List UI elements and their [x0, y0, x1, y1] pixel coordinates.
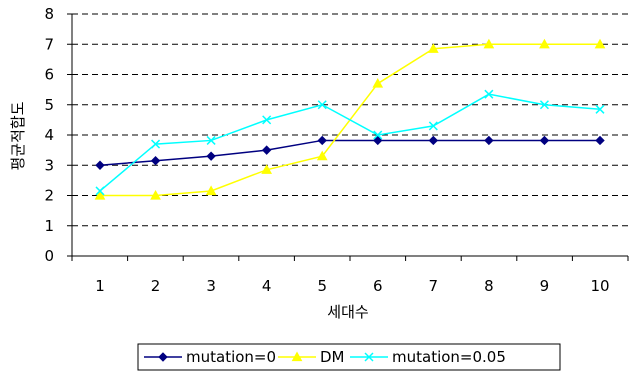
- series-1-point-4: [261, 164, 273, 174]
- legend-marker-0: [158, 352, 168, 362]
- series-2-point-3: [206, 135, 216, 145]
- series-2-point-3-b: [206, 135, 216, 145]
- y-tick-label-8: 8: [44, 5, 54, 23]
- y-axis: 0 1 2 3 4 5 6 7 8: [44, 5, 73, 265]
- series-0-point-7: [428, 135, 439, 146]
- series-1-point-2: [150, 189, 161, 200]
- series-2-point-10-b: [595, 104, 605, 114]
- x-tick-label-7: 7: [429, 277, 439, 295]
- legend-box: [137, 343, 561, 371]
- series-1-point-8: [483, 38, 495, 49]
- series-2: [95, 89, 605, 196]
- series-0-point-2: [150, 156, 161, 166]
- series-2-point-2: [151, 139, 161, 149]
- x-tick-label-8: 8: [484, 277, 494, 295]
- x-tick-label-1: 1: [95, 277, 105, 295]
- y-tick-label-3: 3: [44, 156, 54, 174]
- series-1-point-6: [372, 78, 384, 88]
- x-tick-label-5: 5: [317, 277, 327, 295]
- series-line-2: [99, 93, 601, 192]
- series-2-point-5-b: [317, 100, 327, 110]
- series-2-point-1-b: [95, 186, 105, 196]
- series-0-point-1: [95, 160, 105, 170]
- x-axis: 1 2 3 4 5 6 7 8 9 10: [71, 255, 629, 295]
- x-axis-title: 세대수: [327, 303, 368, 321]
- series-2-point-7-b: [428, 121, 438, 131]
- y-tick-label-1: 1: [44, 217, 54, 235]
- series-2-point-4-b: [262, 115, 272, 125]
- series-2-point-5: [317, 100, 327, 110]
- series-2-point-1: [95, 186, 105, 196]
- x-tick-label-9: 9: [540, 277, 550, 295]
- y-tick-label-5: 5: [44, 96, 54, 114]
- y-axis-title: 평균적합도: [9, 101, 27, 170]
- y-tick-label-2: 2: [44, 187, 54, 205]
- series-line-0: [99, 139, 600, 166]
- series-0: [95, 135, 605, 170]
- series-0-point-4: [261, 145, 272, 155]
- series-2-point-7: [428, 121, 438, 131]
- series-2-point-8-b: [484, 89, 494, 99]
- y-tick-label-7: 7: [44, 35, 54, 53]
- series-2-point-2-b: [151, 139, 161, 149]
- x-tick-label-4: 4: [262, 277, 272, 295]
- series-0-point-9: [539, 135, 550, 146]
- series-0-point-5: [317, 135, 327, 146]
- series-2-point-6-b: [373, 130, 383, 140]
- series-1-point-7: [427, 43, 439, 53]
- series-0-point-6: [373, 135, 383, 146]
- legend-label-0: mutation=0: [186, 348, 276, 366]
- series-1-point-1: [94, 189, 106, 200]
- series-1-point-5: [316, 150, 328, 161]
- x-tick-label-2: 2: [151, 277, 161, 295]
- y-tick-label-6: 6: [44, 66, 54, 84]
- legend-marker-2: [364, 352, 374, 362]
- y-tick-label-4: 4: [44, 126, 54, 144]
- legend-label-1: DM: [320, 348, 345, 366]
- series-group: [94, 38, 606, 200]
- series-0-point-3: [206, 151, 216, 161]
- series-0-point-10: [595, 135, 605, 146]
- x-tick-label-10: 10: [590, 277, 609, 295]
- x-tick-label-3: 3: [206, 277, 216, 295]
- series-2-point-8: [484, 89, 494, 99]
- series-2-point-6: [373, 130, 383, 140]
- legend-marker-2-b: [364, 352, 374, 362]
- legend-marker-1: [291, 351, 303, 362]
- series-2-point-9: [539, 100, 549, 110]
- x-tick-label-6: 6: [373, 277, 383, 295]
- series-2-point-4: [262, 115, 272, 125]
- legend-label-2: mutation=0.05: [392, 348, 506, 366]
- series-2-point-9-b: [539, 100, 549, 110]
- legend: mutation=0 DM mutation=0.05: [137, 343, 561, 371]
- series-2-point-10: [595, 104, 605, 114]
- series-1-point-9: [539, 38, 550, 49]
- y-tick-label-0: 0: [44, 247, 54, 265]
- series-1-point-3: [205, 185, 217, 196]
- series-1-point-10: [594, 38, 606, 49]
- series-0-point-8: [484, 135, 494, 146]
